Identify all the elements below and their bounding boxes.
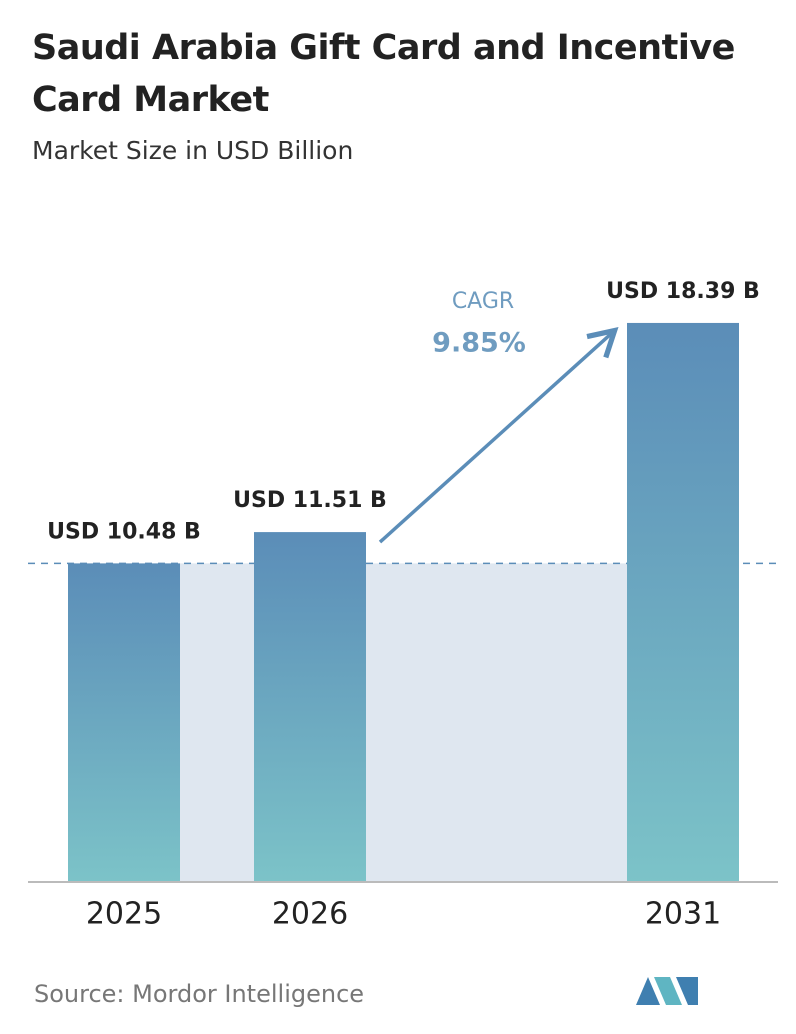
x-tick-label: 2025: [86, 897, 162, 932]
value-label: USD 10.48 B: [47, 519, 201, 544]
bar: [68, 563, 180, 882]
cagr-label: CAGR: [452, 289, 514, 314]
value-label: USD 18.39 B: [606, 279, 760, 304]
cagr-value: 9.85%: [432, 328, 526, 359]
chart-subtitle: Market Size in USD Billion: [32, 136, 354, 165]
logo: [636, 977, 698, 1005]
x-tick-label: 2031: [645, 897, 721, 932]
source: Source: Mordor Intelligence: [34, 980, 365, 1008]
bar: [254, 532, 366, 882]
bar: [627, 322, 739, 883]
chart-title: Saudi Arabia Gift Card and Incentive Car…: [32, 28, 735, 120]
x-tick-label: 2026: [272, 897, 348, 932]
value-label: USD 11.51 B: [233, 488, 387, 513]
cagr-arrow: [378, 327, 619, 544]
